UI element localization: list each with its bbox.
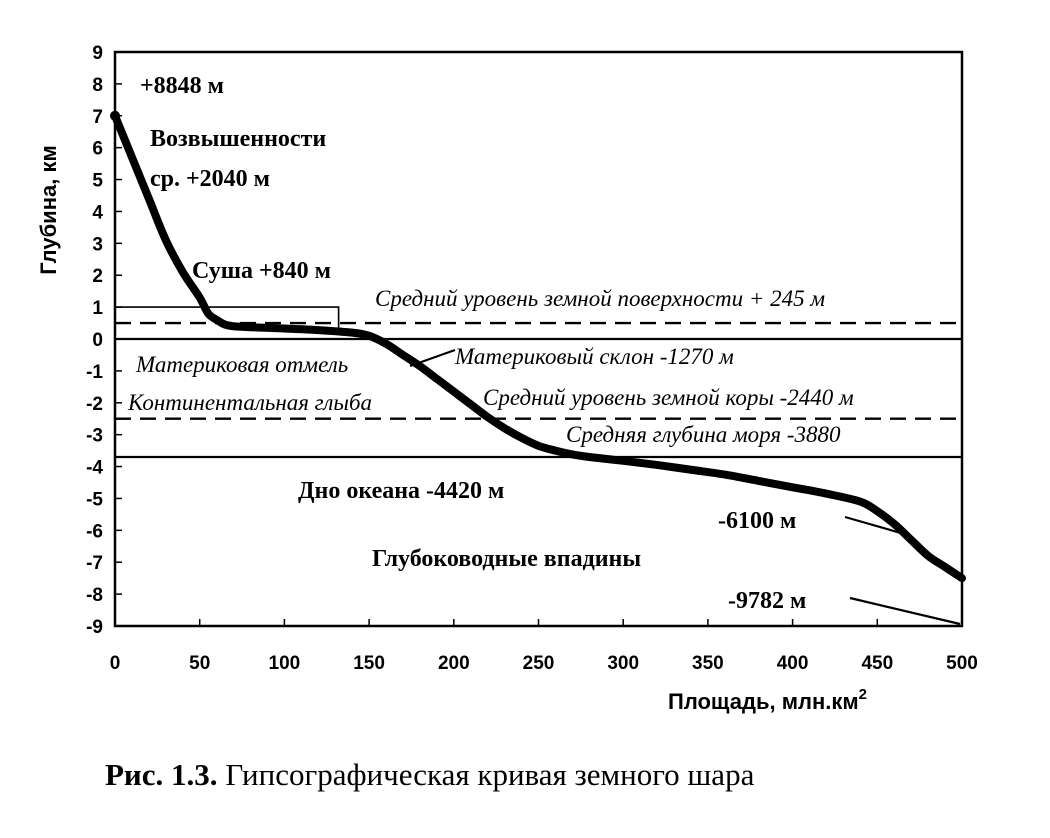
x-axis-ticks: 0 50 100 150 200 250 300 350 400 450 500 xyxy=(110,619,978,674)
annotation-label: +8848 м xyxy=(140,73,224,99)
annotation-label: Материковый склон -1270 м xyxy=(454,344,734,369)
x-tick-label: 500 xyxy=(946,653,978,674)
y-tick-label: -9 xyxy=(86,617,103,638)
y-tick-label: -1 xyxy=(86,362,103,383)
land-box-outline xyxy=(115,306,340,331)
annotation-label: -9782 м xyxy=(728,588,806,614)
y-tick-label: 1 xyxy=(92,298,103,319)
x-tick-label: 250 xyxy=(523,653,555,674)
y-axis-ticks: 9 8 7 6 5 4 3 2 1 0 -1 -2 -3 -4 -5 -6 -7 -8 -9 xyxy=(86,43,122,638)
x-axis-title-sup: 2 xyxy=(859,686,867,703)
y-tick-label: 9 xyxy=(92,43,103,64)
reference-line-label: Средний уровень земной поверхности + 245… xyxy=(375,286,825,311)
annotation-label: Глубоководные впадины xyxy=(372,546,641,572)
x-tick-label: 100 xyxy=(269,653,301,674)
x-tick-label: 400 xyxy=(777,653,809,674)
y-tick-label: -8 xyxy=(86,585,103,606)
y-tick-label: 5 xyxy=(92,171,103,192)
annotations: +8848 м Возвышенности ср. +2040 м Суша +840… xyxy=(127,73,854,614)
reference-lines xyxy=(115,321,962,459)
y-tick-label: 6 xyxy=(92,139,103,160)
annotation-label: Дно океана -4420 м xyxy=(298,478,504,504)
leader-9782 xyxy=(849,596,961,626)
annotation-label: ср. +2040 м xyxy=(150,166,270,192)
hypsographic-curve xyxy=(111,111,966,583)
figure-caption: Рис. 1.3. Гипсографическая кривая земног… xyxy=(105,757,754,793)
y-tick-label: -4 xyxy=(86,458,103,479)
y-tick-label: 7 xyxy=(92,107,103,128)
leader-slope xyxy=(409,348,456,368)
leader-lines xyxy=(409,348,961,626)
y-tick-label: 8 xyxy=(92,75,103,96)
y-tick-label: 3 xyxy=(92,234,103,255)
annotation-label: -6100 м xyxy=(718,508,796,534)
land-box xyxy=(115,306,340,331)
x-tick-label: 50 xyxy=(189,653,210,674)
x-tick-label: 450 xyxy=(861,653,893,674)
caption-text: Гипсографическая кривая земного шара xyxy=(217,757,755,792)
y-tick-label: -7 xyxy=(86,553,103,574)
x-tick-label: 200 xyxy=(438,653,470,674)
x-tick-label: 300 xyxy=(607,653,639,674)
x-tick-label: 0 xyxy=(110,653,121,674)
x-axis-title-text: Площадь, млн.км xyxy=(668,689,859,714)
y-tick-label: -3 xyxy=(86,426,103,447)
y-tick-label: -5 xyxy=(86,489,103,510)
y-tick-label: -2 xyxy=(86,394,103,415)
y-axis-title: Глубина, км xyxy=(36,145,61,274)
leader-6100 xyxy=(844,515,904,535)
reference-line-label: Средняя глубина моря -3880 xyxy=(566,422,841,447)
x-tick-label: 150 xyxy=(353,653,385,674)
y-tick-label: 0 xyxy=(92,330,103,351)
y-tick-label: 4 xyxy=(92,202,103,223)
y-tick-label: 2 xyxy=(92,266,103,287)
x-axis-title: Площадь, млн.км2 xyxy=(668,686,867,714)
annotation-label: Возвышенности xyxy=(150,126,326,152)
annotation-label: Континентальная глыба xyxy=(127,390,372,415)
caption-number: Рис. 1.3. xyxy=(105,757,218,792)
annotation-label: Материковая отмель xyxy=(135,352,348,377)
annotation-label: Суша +840 м xyxy=(192,258,331,284)
y-tick-label: -6 xyxy=(86,521,103,542)
x-tick-label: 350 xyxy=(692,653,724,674)
reference-line-label: Средний уровень земной коры -2440 м xyxy=(483,385,854,410)
